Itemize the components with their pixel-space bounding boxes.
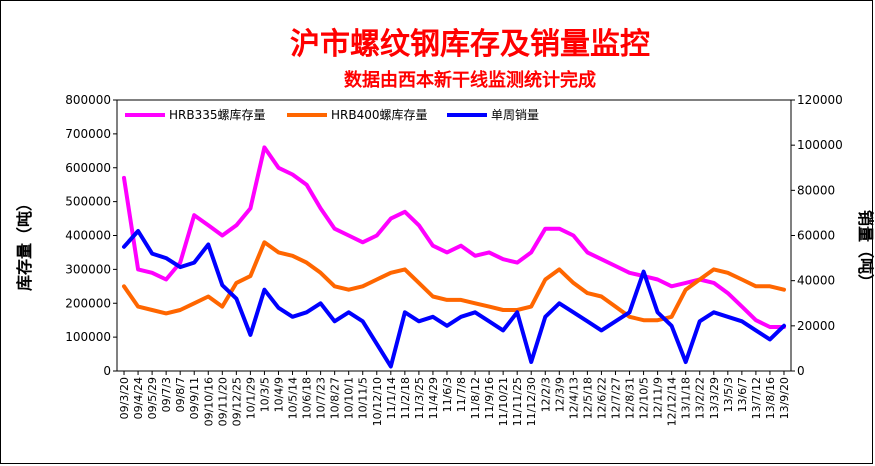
x-tick-label: 10/6/18 — [301, 377, 314, 419]
y-left-tick-label: 100000 — [65, 330, 111, 344]
x-tick-label: 09/8/7 — [174, 377, 187, 412]
y-right-tick-label: 60000 — [797, 229, 835, 243]
x-tick-label: 12/12/14 — [666, 377, 679, 426]
x-axis: 09/3/20 09/4/24 09/5/29 09/7/3 09/8/7 09/9/11… — [118, 371, 791, 426]
series-line-1 — [122, 145, 786, 329]
y-left-tick-label: 300000 — [65, 262, 111, 276]
x-tick-label: 09/12/25 — [230, 377, 243, 426]
x-tick-label: 12/5/18 — [581, 377, 594, 419]
x-tick-label: 09/9/11 — [188, 377, 201, 419]
y-left-tick-label: 500000 — [65, 195, 111, 209]
series-group — [122, 145, 786, 369]
x-tick-label: 12/4/13 — [567, 377, 580, 419]
series-line-2 — [122, 240, 786, 323]
x-tick-label: 10/10/1 — [343, 377, 356, 419]
plot-area — [116, 99, 792, 372]
legend-label-3: 单周销量 — [491, 108, 539, 122]
y-axis-left: 800000 700000 600000 500000 400000 300000 2000… — [65, 93, 117, 378]
y-right-tick-label: 100000 — [797, 138, 843, 152]
legend-label-1: HRB335螺库存量 — [169, 107, 266, 122]
chart-title: 沪市螺纹钢库存及销量监控 — [290, 27, 650, 62]
y-left-tick-label: 0 — [103, 364, 111, 378]
y-right-tick-label: 80000 — [797, 183, 835, 197]
x-tick-label: 09/11/20 — [216, 377, 229, 426]
legend: HRB335螺库存量 HRB400螺库存量 单周销量 — [125, 107, 539, 122]
y-left-tick-label: 400000 — [65, 229, 111, 243]
x-tick-label: 11/8/12 — [469, 377, 482, 419]
x-tick-label: 09/4/24 — [132, 377, 145, 419]
x-tick-label: 11/10/21 — [497, 377, 510, 426]
x-tick-label: 10/11/5 — [357, 377, 370, 419]
x-tick-label: 11/3/25 — [413, 377, 426, 419]
x-tick-label: 11/12/30 — [525, 377, 538, 426]
x-tick-label: 11/4/29 — [427, 377, 440, 419]
x-tick-label: 10/1/29 — [244, 377, 257, 419]
x-tick-label: 11/9/16 — [483, 377, 496, 419]
x-tick-label: 12/2/3 — [539, 377, 552, 412]
y-left-tick-label: 700000 — [65, 127, 111, 141]
x-tick-label: 10/7/23 — [315, 377, 328, 419]
series-line-3 — [122, 229, 786, 369]
x-tick-label: 13/5/3 — [722, 377, 735, 412]
x-tick-label: 11/11/25 — [511, 377, 524, 426]
x-tick-label: 10/12/10 — [371, 377, 384, 426]
x-tick-label: 10/8/27 — [329, 377, 342, 419]
y-axis-left-label: 库存量（吨） — [15, 195, 34, 291]
x-tick-label: 13/7/12 — [750, 377, 763, 419]
chart-subtitle: 数据由西本新干线监测统计完成 — [344, 69, 596, 91]
y-left-tick-label: 600000 — [65, 161, 111, 175]
y-axis-right-label: 销量（吨） — [856, 210, 875, 290]
x-tick-label: 13/9/20 — [778, 377, 791, 419]
x-tick-label: 11/1/14 — [385, 377, 398, 419]
y-left-tick-label: 200000 — [65, 296, 111, 310]
x-tick-label: 12/3/9 — [553, 377, 566, 412]
x-tick-label: 13/3/29 — [708, 377, 721, 419]
x-tick-label: 10/4/9 — [272, 377, 285, 412]
x-tick-label: 09/7/3 — [160, 377, 173, 412]
x-tick-label: 09/5/29 — [146, 377, 159, 419]
y-right-tick-label: 40000 — [797, 274, 835, 288]
y-axis-right: 120000 100000 80000 60000 40000 20000 0 — [791, 93, 843, 378]
legend-label-2: HRB400螺库存量 — [331, 107, 428, 122]
x-tick-label: 10/5/14 — [287, 377, 300, 419]
y-left-tick-label: 800000 — [65, 93, 111, 107]
x-tick-label: 13/6/7 — [736, 377, 749, 412]
x-tick-label: 13/1/18 — [680, 377, 693, 419]
x-tick-label: 12/6/22 — [595, 377, 608, 419]
x-tick-label: 11/7/8 — [455, 377, 468, 412]
x-tick-label: 09/10/16 — [202, 377, 215, 426]
x-tick-label: 11/2/18 — [399, 377, 412, 419]
x-tick-label: 11/6/3 — [441, 377, 454, 412]
x-tick-label: 13/2/22 — [694, 377, 707, 419]
x-tick-label: 12/7/27 — [609, 377, 622, 419]
y-right-tick-label: 0 — [797, 364, 805, 378]
y-right-tick-label: 20000 — [797, 319, 835, 333]
x-tick-label: 13/8/16 — [764, 377, 777, 419]
x-tick-label: 09/3/20 — [118, 377, 131, 419]
x-tick-label: 10/3/5 — [258, 377, 271, 412]
x-tick-label: 12/10/5 — [638, 377, 651, 419]
y-right-tick-label: 120000 — [797, 93, 843, 107]
x-tick-label: 12/8/31 — [624, 377, 637, 419]
plot-border — [116, 99, 792, 372]
x-tick-label: 12/11/9 — [652, 377, 665, 419]
